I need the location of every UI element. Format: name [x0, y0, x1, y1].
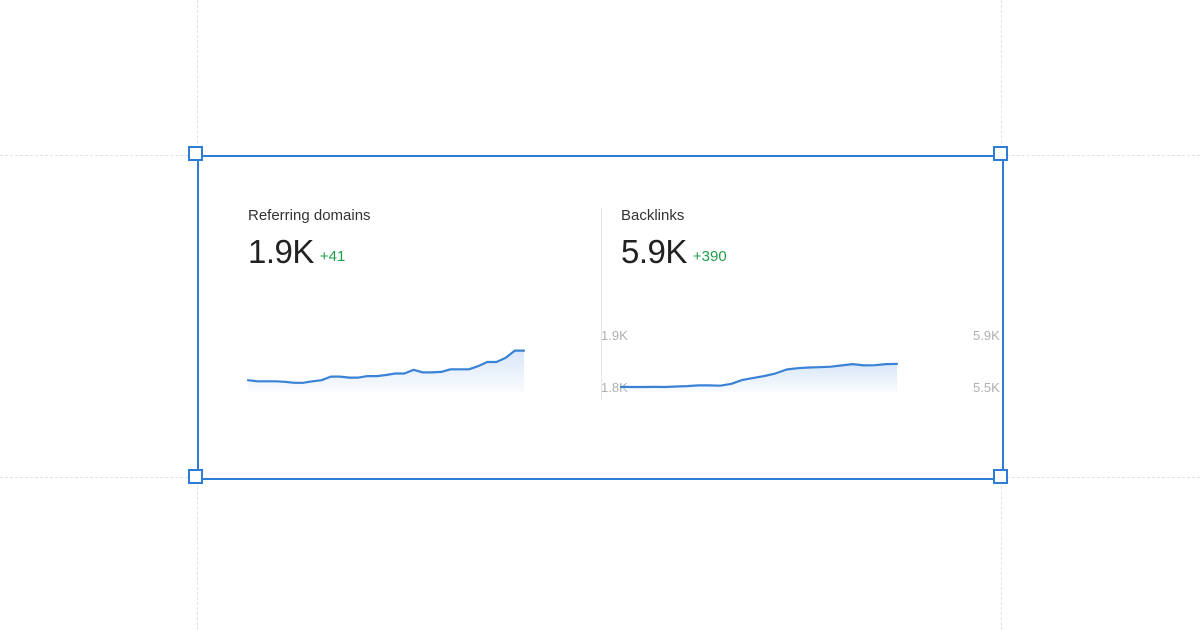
resize-handle-top-left[interactable]	[188, 146, 203, 161]
backlinks-sparkline-chart: 5.9K 5.5K	[619, 328, 1000, 395]
metric-value-row: 5.9K +390	[621, 233, 727, 271]
metric-value-row: 1.9K +41	[248, 233, 345, 271]
chart-series-line	[619, 362, 899, 389]
resize-handle-top-right[interactable]	[993, 146, 1008, 161]
resize-handle-bottom-left[interactable]	[188, 469, 203, 484]
y-tick-label-top: 1.9K	[601, 328, 628, 343]
column-divider	[601, 208, 602, 400]
metric-label: Referring domains	[248, 207, 371, 224]
referring-domains-sparkline-chart: 1.9K 1.8K	[246, 328, 628, 395]
metric-label: Backlinks	[621, 207, 685, 224]
metric-value: 5.9K	[621, 233, 687, 270]
selected-widget-frame[interactable]: Referring domains 1.9K +41 Backlinks 5.9K…	[197, 155, 1004, 480]
chart-area-fill	[248, 350, 524, 392]
metric-delta: +390	[692, 248, 727, 265]
y-tick-label-top: 5.9K	[973, 328, 1000, 343]
metric-delta: +41	[319, 248, 346, 265]
resize-handle-bottom-right[interactable]	[993, 469, 1008, 484]
chart-series-line	[246, 349, 526, 384]
y-tick-label-bottom: 5.5K	[973, 380, 1000, 395]
metric-value: 1.9K	[248, 233, 314, 270]
